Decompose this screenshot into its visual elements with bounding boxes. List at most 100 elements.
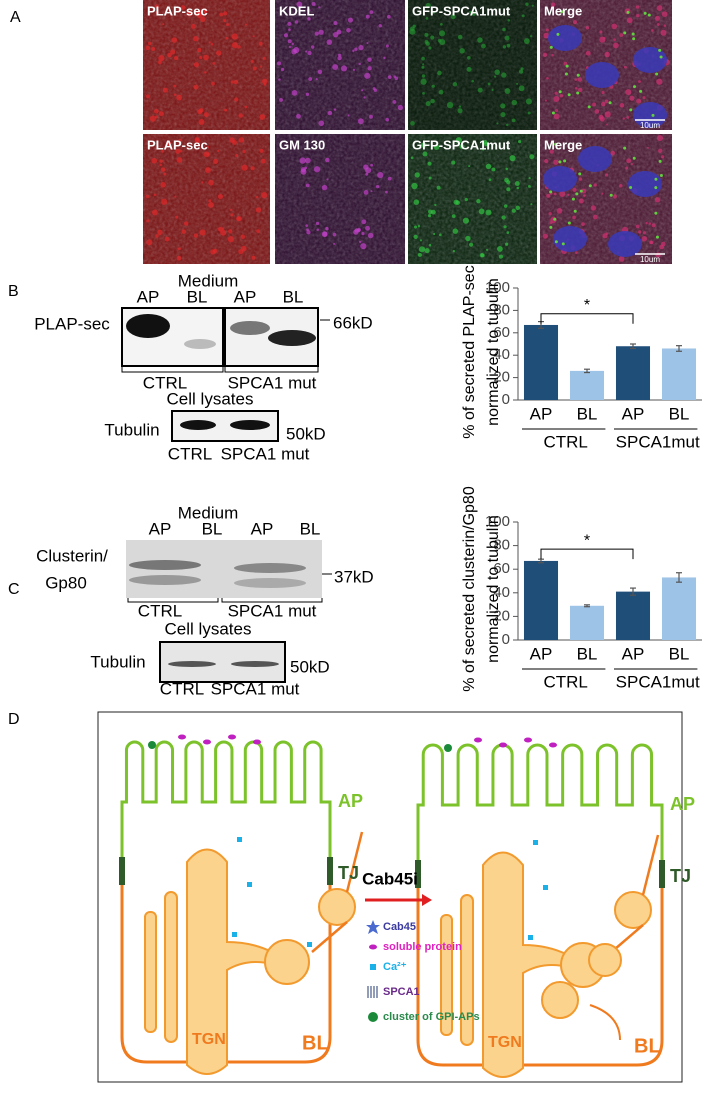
micrograph-speck (375, 184, 380, 189)
micrograph-noise (408, 0, 537, 130)
micrograph-speck (167, 52, 172, 58)
micrograph-speck (593, 183, 597, 187)
x-tick-label: BL (669, 404, 690, 423)
y-tick-label: 20 (493, 607, 510, 624)
vesicle (541, 981, 579, 1019)
micrograph-speck (428, 176, 432, 180)
panel-label: C (8, 581, 20, 598)
micrograph-speck (315, 77, 318, 81)
micrograph-speck (228, 229, 233, 234)
micrograph-speck (352, 49, 355, 53)
micrograph-speck (327, 110, 333, 116)
micrograph-speck (256, 229, 261, 233)
micrograph-speck (366, 41, 369, 45)
merge-speck (551, 111, 555, 115)
micrograph-speck (438, 30, 446, 37)
micrograph-speck (574, 86, 578, 90)
micrograph-speck (518, 69, 524, 74)
micrograph-speck (364, 72, 371, 79)
micrograph-speck (504, 88, 511, 94)
error-bar (676, 345, 682, 352)
x-tick-label: AP (530, 404, 553, 423)
group-label: SPCA1 mut (228, 601, 317, 620)
micrograph-speck (642, 231, 647, 235)
micrograph-noise (143, 0, 270, 130)
micrograph-speck (531, 4, 534, 7)
soluble-protein (178, 734, 186, 740)
treatment-arrowhead (422, 894, 432, 906)
micrograph-speck (296, 1, 303, 8)
micrograph-speck (361, 232, 365, 236)
micrograph-speck (173, 93, 177, 96)
group-label: CTRL (143, 373, 187, 392)
micrograph-speck (424, 39, 429, 44)
micrograph-speck (385, 117, 390, 122)
micrograph-speck (422, 63, 425, 66)
merge-speck (655, 235, 659, 239)
micrograph-speck (262, 56, 266, 60)
scale-bar-label: 10um (640, 121, 660, 130)
micrograph-speck (325, 157, 330, 163)
micrograph-speck (306, 8, 311, 12)
group-label: SPCA1mut (616, 432, 700, 451)
micrograph-speck (651, 223, 656, 228)
panel-label: B (8, 283, 19, 300)
protein-label: Tubulin (90, 652, 145, 671)
significance-bracket (540, 313, 634, 324)
micrograph-speck (419, 239, 423, 242)
micrograph-speck (230, 213, 234, 217)
micrograph-speck (230, 80, 234, 84)
micrograph-speck (193, 35, 199, 42)
treatment-label: Cab45i (362, 869, 418, 888)
micrograph-speck (459, 143, 465, 150)
micrograph-speck (317, 69, 323, 75)
bar (569, 605, 605, 640)
micrograph-speck (613, 42, 619, 49)
micrograph-speck (581, 222, 585, 226)
micrograph-speck (193, 233, 199, 238)
micrograph-speck (424, 32, 429, 37)
micrograph-speck (654, 15, 661, 21)
micrograph-speck (459, 48, 465, 54)
group-bracket (224, 366, 319, 373)
micrograph-speck (496, 122, 499, 125)
micrograph-speck (638, 80, 641, 83)
diagram-label: TGN (192, 1031, 226, 1048)
micrograph-speck (656, 134, 664, 142)
micrograph-speck (308, 77, 313, 82)
micrograph-speck (575, 251, 578, 254)
micrograph-speck (305, 50, 308, 53)
marker-label: 50kD (290, 657, 330, 676)
error-bar (630, 587, 636, 596)
micrograph-speck (231, 33, 238, 40)
micrograph-speck (515, 205, 521, 211)
error-bar (630, 343, 636, 350)
merge-speck (573, 209, 577, 213)
micrograph-speck (422, 151, 428, 157)
micrograph-speck (206, 152, 210, 156)
micrograph-speck (629, 95, 635, 101)
micrograph-speck (305, 157, 311, 164)
significance-bracket (540, 548, 634, 560)
micrograph-speck (310, 45, 315, 49)
micrograph-speck (485, 209, 492, 216)
group-label: CTRL (543, 432, 587, 451)
y-tick-label: 100 (485, 279, 510, 296)
micrograph-speck (549, 149, 554, 154)
merge-speck (561, 242, 565, 246)
vesicle (614, 891, 652, 929)
band (268, 330, 316, 346)
tight-junction (659, 860, 665, 888)
y-tick-label: 100 (485, 513, 510, 530)
micrograph-speck (357, 228, 361, 233)
micrograph-speck (352, 68, 356, 72)
micrograph-speck (347, 114, 350, 117)
micrograph-speck (502, 45, 507, 49)
micrograph-speck (326, 39, 333, 45)
micrograph-speck (466, 66, 472, 72)
micrograph-speck (296, 113, 301, 119)
micrograph-speck (165, 141, 172, 148)
micrograph-speck (613, 38, 616, 41)
micrograph-speck (413, 225, 418, 229)
merge-speck (576, 91, 580, 95)
